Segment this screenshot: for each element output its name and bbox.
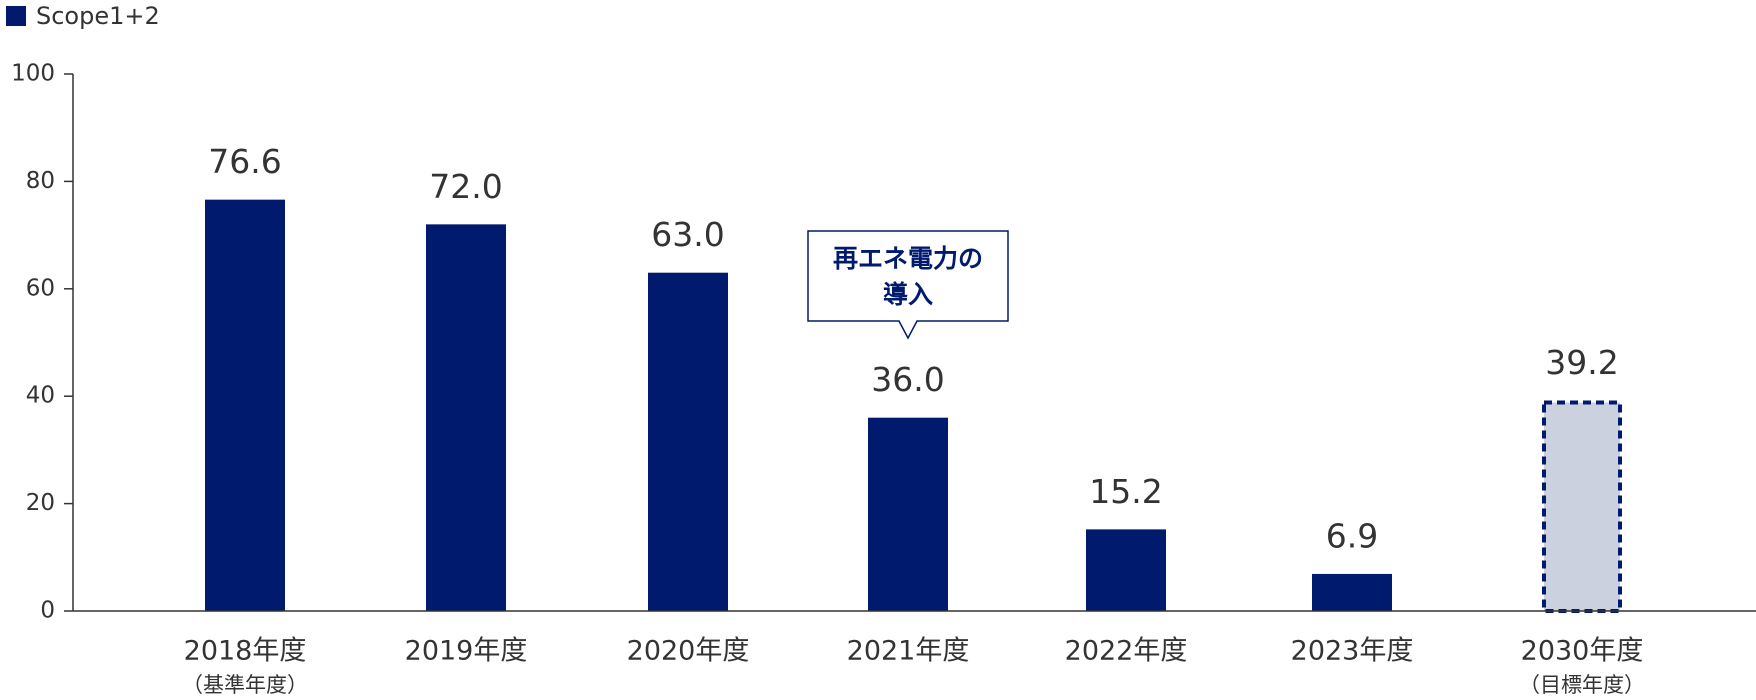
x-tick-sublabel: （基準年度） [182,673,308,697]
legend-label: Scope1+2 [36,2,160,30]
legend-swatch [6,6,26,26]
bar [868,417,948,611]
value-label: 76.6 [208,142,281,181]
value-label: 63.0 [651,215,724,254]
y-tick-label: 80 [26,168,55,194]
x-tick-label: 2020年度 [627,636,750,667]
y-tick-label: 40 [26,383,55,409]
value-label: 36.0 [871,360,944,399]
bar [426,224,506,612]
value-label: 39.2 [1545,343,1618,382]
x-tick-label: 2021年度 [847,636,970,667]
callout-text: 再エネ電力の [833,244,983,273]
y-tick-label: 100 [11,61,55,87]
value-label: 15.2 [1089,472,1162,511]
x-tick-label: 2023年度 [1291,636,1414,667]
x-tick-sublabel: （目標年度） [1519,673,1645,697]
value-label: 6.9 [1326,516,1378,555]
x-tick-label: 2019年度 [405,636,528,667]
callout-box [807,230,1009,340]
callout-text: 導入 [883,280,933,309]
value-label: 72.0 [429,167,502,206]
x-tick-label: 2018年度 [184,636,307,667]
bar [1312,573,1392,611]
bar [205,199,285,611]
y-tick-label: 60 [26,275,55,301]
bar [648,272,728,611]
y-tick-label: 20 [26,490,55,516]
x-tick-label: 2030年度 [1521,636,1644,667]
bar [1542,400,1622,613]
y-tick-label: 0 [40,598,55,624]
x-tick-label: 2022年度 [1065,636,1188,667]
bar [1086,529,1166,611]
